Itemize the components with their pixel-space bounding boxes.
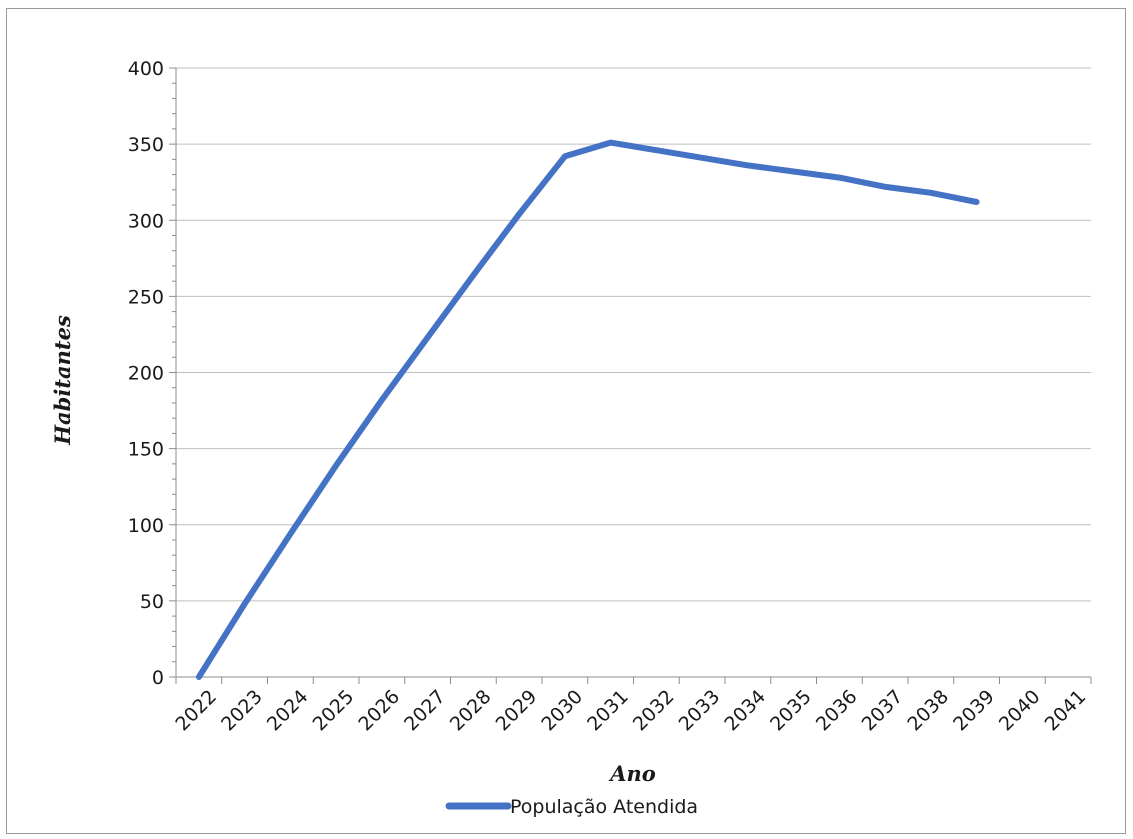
y-tick-label: 150: [128, 439, 164, 461]
x-tick-label: 2040: [995, 686, 1045, 736]
x-tick-label: 2037: [858, 686, 908, 736]
axes: [169, 67, 1092, 684]
x-tick-label: 2035: [766, 686, 816, 736]
y-tick-label: 0: [152, 667, 164, 689]
x-tick-labels: 2022202320242025202620272028202920302031…: [171, 686, 1090, 736]
x-axis-title: Ano: [608, 761, 656, 786]
x-tick-label: 2026: [354, 686, 404, 736]
y-tick-labels: 0 50 100 150 200 250 300 350 400: [128, 58, 164, 689]
x-tick-label: 2034: [720, 686, 770, 736]
x-tick-label: 2023: [217, 686, 267, 736]
y-tick-label: 350: [128, 134, 164, 156]
y-tick-label: 300: [128, 210, 164, 232]
x-tick-label: 2024: [263, 686, 313, 736]
x-tick-label: 2022: [171, 686, 221, 736]
x-tick-label: 2025: [309, 686, 359, 736]
x-tick-label: 2038: [903, 686, 953, 736]
legend: População Atendida: [445, 796, 698, 818]
x-tick-label: 2031: [583, 686, 633, 736]
x-tick-label: 2027: [400, 686, 450, 736]
series-line: [195, 139, 980, 680]
x-tick-label: 2039: [949, 686, 999, 736]
x-tick-label: 2028: [446, 686, 496, 736]
x-tick-label: 2041: [1041, 686, 1091, 736]
y-tick-label: 100: [128, 515, 164, 537]
y-axis-title: Habitantes: [50, 315, 75, 446]
x-tick-label: 2036: [812, 686, 862, 736]
y-tick-label: 200: [128, 363, 164, 385]
series-lines: [195, 139, 980, 680]
gridlines: [176, 67, 1091, 602]
chart-frame: [6, 8, 1126, 834]
x-tick-label: 2029: [492, 686, 542, 736]
y-tick-label: 50: [140, 591, 164, 613]
y-tick-label: 400: [128, 58, 164, 80]
legend-label: População Atendida: [510, 796, 698, 818]
y-tick-label: 250: [128, 286, 164, 308]
x-tick-label: 2033: [675, 686, 725, 736]
x-tick-label: 2032: [629, 686, 679, 736]
x-tick-label: 2030: [537, 686, 587, 736]
